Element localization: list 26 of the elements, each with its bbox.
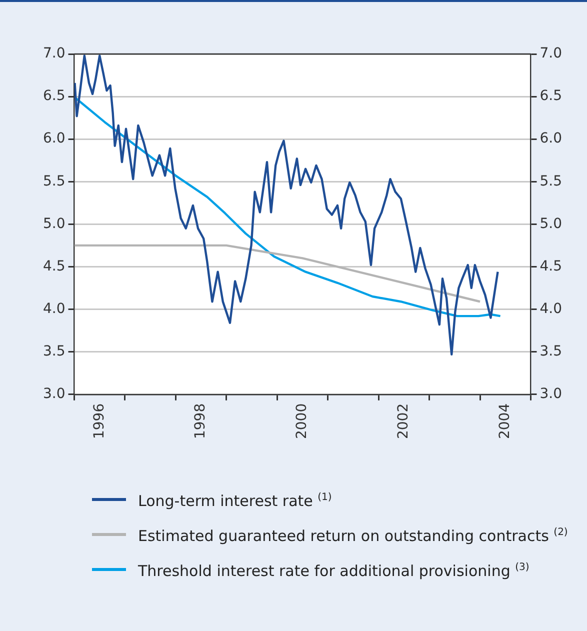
x-tick-label: 1996 xyxy=(91,403,108,440)
y2-tick-label: 7.0 xyxy=(540,46,562,62)
y-tick-label: 5.0 xyxy=(43,216,66,232)
y2-tick-label: 3.5 xyxy=(540,343,562,360)
y2-tick-label: 6.0 xyxy=(540,130,562,147)
y2-tick-label: 3.0 xyxy=(540,386,562,402)
y-tick-label: 7.0 xyxy=(43,46,66,62)
x-tick-label: 2002 xyxy=(396,403,412,440)
y2-tick-label: 5.5 xyxy=(540,173,562,190)
y-tick-label: 6.5 xyxy=(43,88,66,104)
x-tick-label: 1998 xyxy=(192,403,209,440)
y-tick-label: 4.5 xyxy=(43,258,66,274)
legend-label: Threshold interest rate for additional provisioning $^{(3)}$ xyxy=(138,561,530,581)
x-tick-label: 2000 xyxy=(294,403,310,440)
x-tick-label: 2004 xyxy=(497,403,514,440)
y2-tick-label: 4.5 xyxy=(540,258,562,274)
y2-tick-label: 6.5 xyxy=(540,88,562,104)
y-tick-label: 3.0 xyxy=(43,386,66,402)
y-tick-label: 3.5 xyxy=(43,343,66,360)
legend-label: Long-term interest rate $^{(1)}$ xyxy=(138,491,332,511)
y2-tick-label: 5.0 xyxy=(540,216,562,232)
y-tick-label: 5.5 xyxy=(43,173,66,190)
legend-label: Estimated guaranteed return on outstanding contracts $^{(2)}$ xyxy=(138,526,568,546)
y-tick-label: 6.0 xyxy=(43,130,66,147)
y-tick-label: 4.0 xyxy=(43,300,66,317)
y2-tick-label: 4.0 xyxy=(540,300,562,317)
